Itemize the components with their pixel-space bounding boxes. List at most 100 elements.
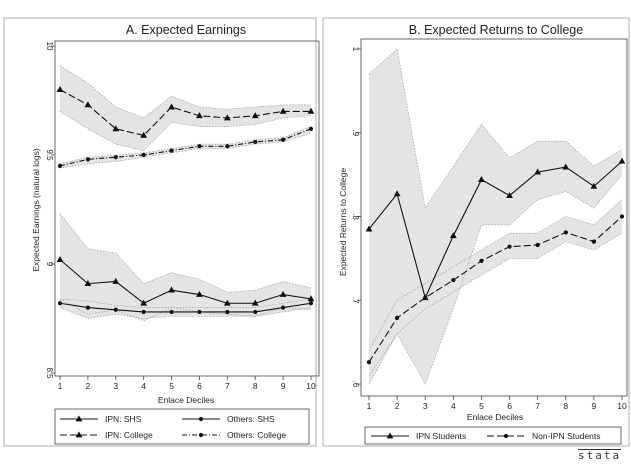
a-point-2-1 <box>84 101 92 108</box>
a-ci-edge-0 <box>59 298 312 322</box>
b-point-0-0 <box>365 225 373 232</box>
b-legend-label-0: IPN Students <box>416 431 466 441</box>
b-xtick-label: 3 <box>423 401 428 411</box>
a-legend-marker-3 <box>198 432 204 438</box>
b-point-1-0 <box>366 360 372 365</box>
a-point-2-8 <box>279 107 287 114</box>
a-series-line-3 <box>59 128 312 167</box>
panel-b-ylabel: Expected Returns to College <box>338 168 348 276</box>
b-ytick-label: .8 <box>351 213 360 220</box>
stata-logo: stata <box>578 449 622 462</box>
a-point-1-7 <box>253 309 258 315</box>
panel-b-legend: IPN Students Non-IPN Students <box>364 426 622 445</box>
a-point-1-8 <box>281 305 286 310</box>
a-legend-marker-0 <box>75 415 83 422</box>
a-point-0-2 <box>112 277 120 284</box>
a-point-2-9 <box>307 107 315 114</box>
b-xtick-label: 8 <box>563 401 568 411</box>
a-point-3-1 <box>85 157 90 162</box>
a-point-1-9 <box>308 301 314 306</box>
a-point-0-6 <box>223 299 231 306</box>
b-point-0-6 <box>534 168 542 175</box>
a-xtick-label: 9 <box>281 381 286 391</box>
a-point-3-3 <box>141 152 146 158</box>
b-xtick-label: 2 <box>395 401 400 411</box>
a-legend-marker-2 <box>75 431 83 438</box>
a-point-0-4 <box>168 286 175 293</box>
panel-a-legend: IPN: SHS Others: SHS IPN: College Others: C… <box>54 408 310 445</box>
a-point-3-7 <box>253 139 258 145</box>
b-ytick-label: .9 <box>351 129 360 136</box>
a-series-line-2 <box>59 89 311 136</box>
a-ci-edge-2 <box>59 65 311 119</box>
b-ci-edge-1 <box>368 232 623 376</box>
a-point-0-0 <box>56 256 64 263</box>
a-point-2-5 <box>196 112 203 119</box>
b-point-0-8 <box>590 182 598 189</box>
b-point-0-3 <box>449 232 457 239</box>
a-point-1-5 <box>197 309 202 315</box>
a-ci-band-3 <box>60 126 311 169</box>
b-ytick-label: .7 <box>351 297 360 304</box>
a-point-2-4 <box>168 103 175 110</box>
b-ytick-label: 1 <box>351 47 360 52</box>
a-point-2-6 <box>223 114 231 121</box>
b-series-line-0 <box>368 160 623 300</box>
a-point-1-4 <box>169 309 174 315</box>
b-xtick-label: 10 <box>617 401 627 411</box>
a-legend-marker-1 <box>198 416 204 422</box>
a-ytick-label: 8.5 <box>45 367 54 379</box>
a-xtick-label: 3 <box>113 381 118 391</box>
a-point-1-6 <box>225 309 230 315</box>
b-ytick-label: .6 <box>351 381 360 388</box>
a-xtick-label: 8 <box>253 381 258 391</box>
a-point-0-5 <box>196 290 203 297</box>
panel-a-title: A. Expected Earnings <box>126 23 246 37</box>
a-point-1-2 <box>113 307 118 312</box>
a-point-2-7 <box>251 112 259 119</box>
panel-b-plot: 1 2 3 4 5 6 7 8 9 10 .6 .7 .8 .9 1 <box>351 47 627 411</box>
a-point-3-2 <box>113 155 118 160</box>
b-xtick-label: 5 <box>479 401 484 411</box>
panel-a-xlabel: Enlace Deciles <box>158 395 214 405</box>
a-point-2-3 <box>140 131 148 138</box>
a-point-1-1 <box>85 305 90 310</box>
a-xtick-label: 10 <box>306 381 316 391</box>
b-xtick-label: 1 <box>367 401 372 411</box>
a-xtick-label: 6 <box>197 381 202 391</box>
b-point-1-2 <box>423 295 428 300</box>
a-point-3-8 <box>281 137 286 142</box>
b-point-1-6 <box>535 242 540 248</box>
a-ytick-label: 9 <box>45 262 54 267</box>
a-ci-edge-0 <box>59 213 312 293</box>
panel-b-xlabel: Enlace Deciles <box>467 412 523 422</box>
a-point-1-0 <box>57 301 63 306</box>
a-series-line-0 <box>59 259 312 304</box>
b-series-line-1 <box>368 216 623 363</box>
a-ytick-label: 10 <box>45 42 54 51</box>
b-point-0-7 <box>562 163 570 170</box>
a-point-3-0 <box>57 163 63 168</box>
a-point-0-1 <box>84 280 92 287</box>
a-legend-label-3: Others: College <box>227 430 286 440</box>
b-point-0-5 <box>506 191 513 198</box>
b-point-1-8 <box>591 239 596 244</box>
panel-a-ylabel: Expected Earnings (natural logs) <box>31 148 41 271</box>
b-ci-edge-1 <box>368 199 623 351</box>
a-point-2-0 <box>56 86 64 92</box>
b-legend-marker-0 <box>386 432 394 439</box>
b-xtick-label: 7 <box>535 401 540 411</box>
b-point-0-9 <box>618 157 626 164</box>
a-xtick-label: 7 <box>225 381 230 391</box>
b-ci-band-1 <box>369 199 622 376</box>
a-ci-edge-3 <box>59 126 312 165</box>
b-xtick-label: 6 <box>507 401 512 411</box>
panel-a-plot: 1 2 3 4 5 6 7 8 9 10 8.5 9 9.5 10 <box>45 42 316 391</box>
a-legend-label-0: IPN: SHS <box>105 414 142 424</box>
a-xtick-label: 4 <box>141 381 146 391</box>
b-point-1-5 <box>507 244 512 249</box>
a-point-3-9 <box>308 126 314 131</box>
panel-b: B. Expected Returns to College Expected … <box>322 17 630 447</box>
b-point-0-4 <box>478 176 485 183</box>
